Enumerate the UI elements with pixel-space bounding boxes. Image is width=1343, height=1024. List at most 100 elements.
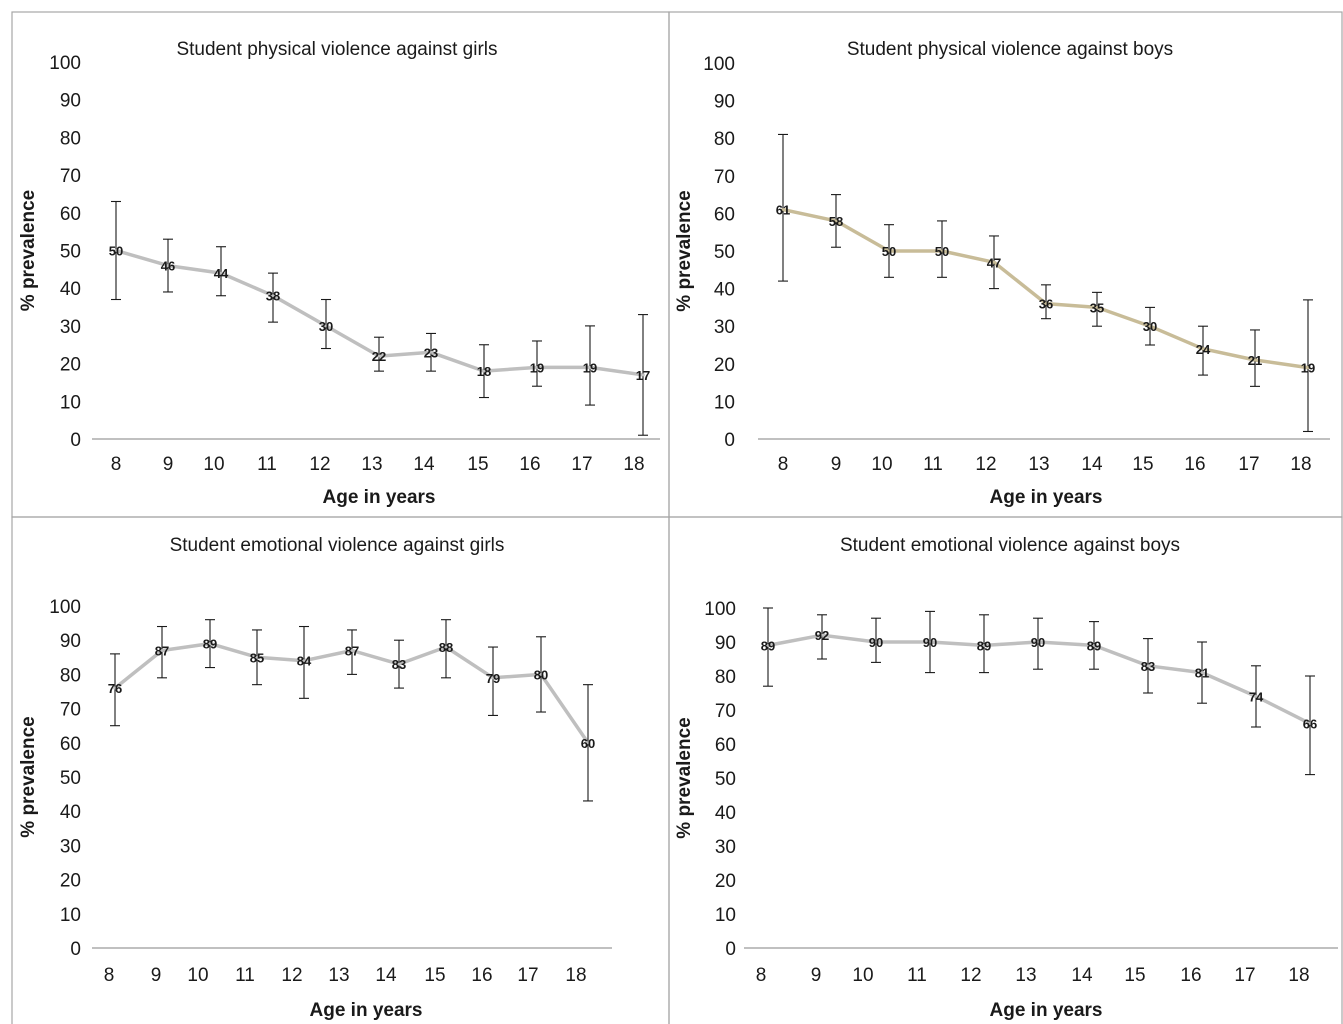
error-bar: [778, 133, 788, 282]
data-point: [588, 365, 592, 369]
data-point: [982, 643, 986, 647]
y-tick-label: 100: [704, 599, 736, 620]
chart-title: Student emotional violence against boys: [840, 535, 1180, 556]
data-label: 89: [977, 638, 991, 653]
x-tick-label: 13: [328, 965, 349, 986]
y-tick-label: 80: [60, 665, 81, 686]
error-bar: [1033, 617, 1043, 670]
y-tick-label: 30: [714, 317, 735, 338]
data-point: [350, 648, 354, 652]
y-tick-label: 10: [715, 905, 736, 926]
x-tick-label: 17: [571, 454, 592, 475]
y-tick-label: 90: [714, 92, 735, 113]
y-tick-label: 0: [725, 939, 736, 960]
data-point: [1253, 358, 1257, 362]
data-point: [1148, 324, 1152, 328]
data-label: 18: [477, 364, 491, 379]
error-bar: [347, 629, 357, 675]
data-label: 35: [1090, 300, 1104, 315]
error-bar: [1250, 329, 1260, 387]
data-point: [113, 686, 117, 690]
error-bar: [157, 625, 167, 679]
y-tick-label: 80: [714, 129, 735, 150]
data-label: 61: [776, 203, 790, 218]
data-point: [1092, 643, 1096, 647]
y-tick-label: 60: [60, 734, 81, 755]
data-point: [397, 662, 401, 666]
data-label: 23: [424, 345, 438, 360]
data-label: 87: [155, 643, 169, 658]
data-point: [491, 676, 495, 680]
y-tick-label: 80: [715, 667, 736, 688]
chart-title: Student physical violence against boys: [847, 39, 1173, 60]
x-tick-label: 14: [375, 965, 397, 986]
y-tick-label: 60: [714, 204, 735, 225]
data-point: [874, 640, 878, 644]
y-tick-label: 0: [70, 430, 81, 451]
y-tick-label: 90: [60, 631, 81, 652]
data-point: [1146, 664, 1150, 668]
chart-title: Student physical violence against girls: [176, 39, 497, 60]
data-label: 81: [1195, 666, 1209, 681]
panel-border-bottom-right: [668, 516, 1343, 1024]
data-label: 50: [935, 244, 949, 259]
y-tick-label: 80: [60, 128, 81, 149]
x-tick-label: 12: [281, 965, 302, 986]
error-bar: [1198, 325, 1208, 376]
error-bar: [871, 617, 881, 663]
y-tick-label: 10: [60, 392, 81, 413]
x-tick-label: 16: [519, 454, 540, 475]
error-bar: [979, 614, 989, 674]
x-tick-label: 11: [257, 454, 277, 475]
x-tick-label: 9: [151, 965, 162, 986]
data-label: 47: [987, 255, 1001, 270]
data-label: 19: [1301, 361, 1315, 376]
data-point: [535, 365, 539, 369]
y-tick-label: 90: [60, 91, 81, 112]
data-point: [820, 633, 824, 637]
data-point: [1254, 694, 1258, 698]
y-tick-label: 90: [715, 633, 736, 654]
chart-panel-1: Student physical violence against girls 0…: [18, 39, 660, 508]
data-label: 84: [297, 654, 312, 669]
error-bar: [321, 298, 331, 350]
x-tick-label: 14: [1081, 454, 1103, 475]
x-tick-label: 17: [1234, 965, 1255, 986]
error-bar: [488, 646, 498, 716]
x-axis-label: Age in years: [310, 1000, 423, 1021]
error-bar: [1303, 299, 1313, 433]
error-bar: [1305, 675, 1315, 776]
y-tick-label: 10: [60, 905, 81, 926]
data-point: [586, 741, 590, 745]
x-tick-label: 17: [517, 965, 538, 986]
y-tick-label: 0: [70, 939, 81, 960]
data-point: [992, 260, 996, 264]
y-tick-label: 40: [714, 280, 735, 301]
data-label: 24: [1196, 342, 1211, 357]
y-tick-label: 60: [715, 735, 736, 756]
x-tick-label: 18: [1290, 454, 1311, 475]
data-label: 89: [761, 638, 775, 653]
data-label: 76: [108, 681, 122, 696]
data-label: 89: [1087, 638, 1101, 653]
x-tick-label: 16: [471, 965, 492, 986]
x-tick-label: 18: [1288, 965, 1309, 986]
x-tick-label: 10: [187, 965, 208, 986]
x-tick-label: 9: [163, 454, 174, 475]
y-tick-label: 20: [714, 355, 735, 376]
data-point: [219, 271, 223, 275]
data-label: 30: [319, 319, 333, 334]
data-point: [1308, 722, 1312, 726]
x-tick-label: 12: [960, 965, 981, 986]
data-label: 36: [1039, 297, 1053, 312]
y-tick-label: 70: [715, 701, 736, 722]
data-label: 85: [250, 650, 264, 665]
x-tick-label: 18: [565, 965, 586, 986]
data-label: 83: [1141, 659, 1155, 674]
error-bar: [374, 336, 384, 372]
data-label: 87: [345, 643, 359, 658]
data-label: 60: [581, 736, 595, 751]
x-tick-label: 15: [467, 454, 488, 475]
x-axis-label: Age in years: [990, 487, 1103, 508]
